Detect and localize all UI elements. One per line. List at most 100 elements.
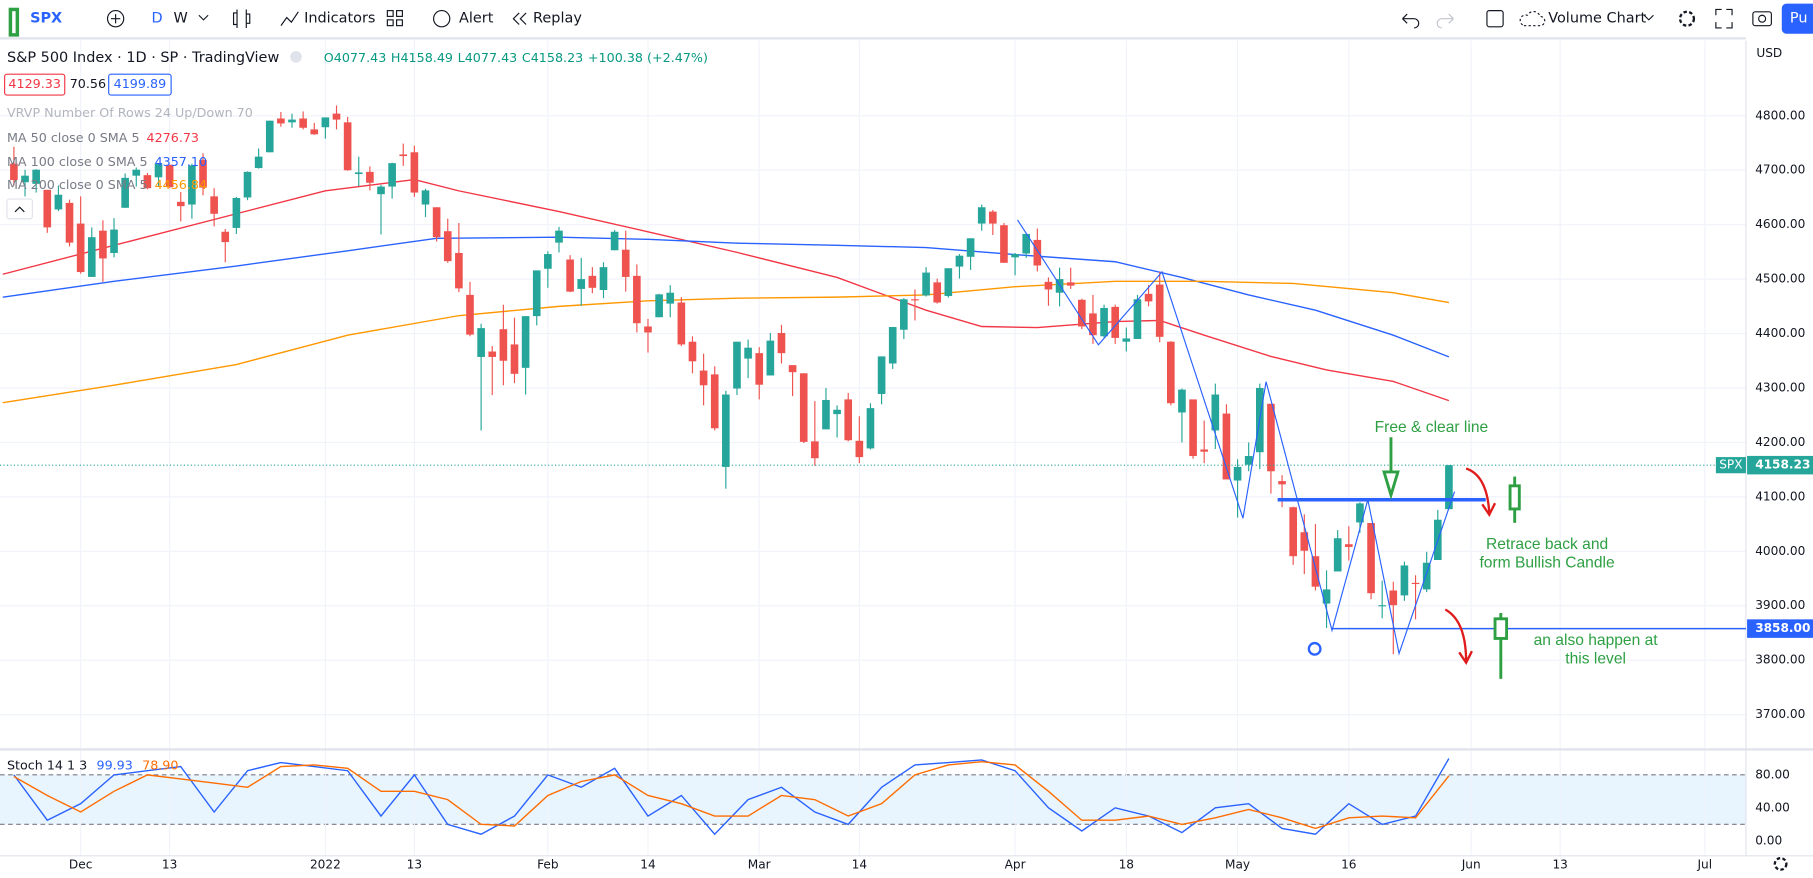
candle-body: [10, 163, 18, 181]
symbol-tag-text: SPX: [1719, 458, 1742, 472]
drawn-candle[interactable]: [1493, 617, 1509, 640]
drawn-candle[interactable]: [1508, 484, 1521, 511]
annotation[interactable]: form Bullish Candle: [1479, 554, 1614, 571]
candle-body: [510, 344, 519, 374]
candle-body: [911, 299, 919, 301]
interval[interactable]: W: [173, 11, 187, 27]
indicators-icon[interactable]: [280, 11, 299, 26]
candle-body: [744, 347, 752, 359]
x-tick-label: 13: [1552, 858, 1567, 872]
candle-body: [1356, 503, 1364, 523]
replay-icon[interactable]: [512, 12, 527, 25]
settings-icon[interactable]: [1678, 10, 1696, 27]
candle-body: [621, 249, 630, 277]
x-tick-label: 13: [407, 858, 422, 872]
cloud-icon[interactable]: [1519, 11, 1546, 27]
candle-body: [354, 172, 363, 175]
candle-body: [455, 252, 463, 289]
candle-body: [844, 399, 853, 441]
green-candle-drawing[interactable]: [8, 7, 20, 37]
candle-body: [466, 294, 474, 335]
candle-body: [65, 202, 74, 243]
candle-body: [1000, 225, 1008, 263]
candle-body: [755, 353, 764, 385]
candle-icon[interactable]: [232, 9, 251, 28]
indicators-button[interactable]: Indicators: [304, 11, 375, 27]
camera-icon[interactable]: [1752, 11, 1772, 27]
annotation[interactable]: Retrace back and: [1486, 536, 1608, 553]
alert-icon[interactable]: [433, 10, 451, 28]
collapse-button[interactable]: [6, 198, 33, 220]
layout-icon: [396, 19, 403, 27]
x-tick-label: 18: [1119, 858, 1134, 872]
bid-box[interactable]: [4, 73, 66, 96]
redo[interactable]: [1436, 13, 1454, 29]
candle-body: [766, 340, 775, 376]
level-label: 3858.00: [1755, 621, 1810, 635]
high: H4158.49: [391, 50, 453, 65]
x-tick-label: 16: [1341, 858, 1356, 872]
candle-body: [1122, 338, 1131, 342]
toolbar: SPX D W Indicators Alert Replay Volume C…: [0, 0, 1813, 40]
x-tick-label: May: [1225, 858, 1250, 872]
chart-type[interactable]: Volume Chart: [1548, 11, 1646, 27]
candle-body: [799, 373, 808, 442]
candle-body: [811, 441, 819, 459]
red-arrow[interactable]: [1465, 467, 1497, 518]
y-tick-label: 4400.00: [1755, 326, 1805, 340]
candle-body: [1178, 389, 1186, 413]
legend: S&P 500 Index · 1D · SP · TradingView O4…: [4, 46, 1782, 772]
ask-box[interactable]: [108, 73, 172, 96]
publish-button[interactable]: [1781, 3, 1813, 34]
symbol[interactable]: SPX: [30, 11, 62, 27]
candle-body: [1211, 394, 1220, 431]
publish-label: Pu: [1790, 11, 1808, 27]
stoch-value: 78.90: [142, 757, 178, 772]
ohlc: O4077.43 H4158.49 L4077.43 C4158.23 +100.38 …: [324, 50, 708, 65]
undo[interactable]: [1402, 13, 1420, 29]
fullscreen-icon[interactable]: [1715, 8, 1733, 29]
moving-average: [2, 280, 1450, 404]
candle-body: [1100, 307, 1108, 337]
axis-settings[interactable]: [1773, 856, 1788, 871]
alert-button[interactable]: Alert: [459, 11, 494, 27]
currency[interactable]: USD: [1756, 46, 1782, 60]
compare-icon[interactable]: [106, 10, 125, 28]
candle-body: [955, 255, 964, 267]
candle-body: [599, 267, 608, 290]
candle-body: [321, 117, 330, 128]
interval[interactable]: D: [151, 11, 162, 27]
annotation[interactable]: this level: [1565, 650, 1626, 667]
replay-button[interactable]: Replay: [533, 11, 582, 27]
red-arrow[interactable]: [1444, 608, 1473, 666]
annotation[interactable]: Free & clear line: [1375, 419, 1489, 436]
candle-body: [1244, 456, 1253, 465]
x-tick-label: 2022: [310, 858, 341, 872]
candle-body: [21, 175, 29, 183]
candle-body: [488, 351, 497, 357]
candle-body: [1233, 466, 1242, 481]
y-tick-label: 4200.00: [1755, 435, 1805, 449]
candle-body: [1155, 284, 1164, 337]
candle-body: [1044, 281, 1053, 290]
candle-body: [1333, 538, 1342, 572]
layout-icon[interactable]: [386, 10, 394, 17]
ma-value: 4276.73: [146, 129, 199, 144]
x-tick-label: Mar: [748, 858, 771, 872]
candle-body: [232, 197, 241, 228]
chevron[interactable]: [198, 14, 209, 21]
candle-body: [443, 231, 452, 262]
y-tick-label: 4500.00: [1755, 272, 1805, 286]
candle-body: [243, 171, 252, 198]
chevron[interactable]: [1643, 14, 1654, 21]
zigzag-line[interactable]: [1017, 219, 1456, 656]
candle-body: [265, 120, 274, 153]
square-icon[interactable]: [1486, 10, 1504, 28]
indicator-label: VRVP Number Of Rows 24 Up/Down 70: [7, 105, 253, 120]
y-tick-label: 4800.00: [1755, 108, 1805, 122]
alarm-icon[interactable]: [1307, 641, 1322, 656]
candle-body: [32, 169, 40, 184]
down-arrow[interactable]: [1382, 437, 1400, 501]
annotation[interactable]: an also happen at: [1534, 632, 1659, 649]
